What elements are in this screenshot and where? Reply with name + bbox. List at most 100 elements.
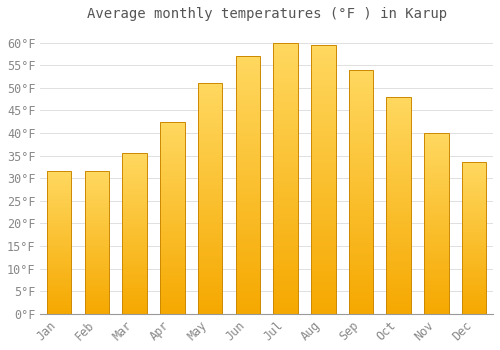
Bar bbox=[348, 177, 374, 180]
Bar bbox=[198, 224, 222, 226]
Bar bbox=[236, 214, 260, 216]
Bar bbox=[462, 188, 486, 190]
Bar bbox=[424, 251, 448, 252]
Bar bbox=[198, 187, 222, 189]
Bar bbox=[160, 222, 184, 224]
Bar bbox=[122, 306, 147, 307]
Bar bbox=[424, 236, 448, 238]
Bar bbox=[47, 193, 72, 194]
Bar bbox=[47, 184, 72, 186]
Bar bbox=[84, 191, 109, 193]
Bar bbox=[47, 293, 72, 294]
Bar bbox=[274, 289, 298, 292]
Bar bbox=[311, 96, 336, 99]
Bar bbox=[348, 141, 374, 143]
Bar bbox=[198, 309, 222, 312]
Bar bbox=[462, 194, 486, 196]
Bar bbox=[198, 150, 222, 153]
Bar bbox=[274, 56, 298, 59]
Bar bbox=[424, 216, 448, 218]
Bar bbox=[84, 241, 109, 243]
Bar bbox=[160, 143, 184, 145]
Bar bbox=[311, 252, 336, 255]
Bar bbox=[122, 182, 147, 184]
Bar bbox=[236, 139, 260, 141]
Bar bbox=[198, 180, 222, 182]
Bar bbox=[47, 243, 72, 244]
Bar bbox=[462, 259, 486, 261]
Bar bbox=[84, 274, 109, 275]
Bar bbox=[386, 251, 411, 253]
Bar bbox=[462, 281, 486, 282]
Bar bbox=[311, 231, 336, 233]
Bar bbox=[47, 234, 72, 236]
Bar bbox=[47, 256, 72, 257]
Bar bbox=[122, 290, 147, 292]
Bar bbox=[311, 196, 336, 198]
Bar bbox=[274, 132, 298, 135]
Bar bbox=[348, 224, 374, 226]
Bar bbox=[236, 121, 260, 123]
Bar bbox=[274, 265, 298, 268]
Bar bbox=[386, 281, 411, 284]
Bar bbox=[348, 267, 374, 270]
Bar bbox=[348, 277, 374, 280]
Bar bbox=[160, 285, 184, 287]
Bar bbox=[160, 193, 184, 195]
Bar bbox=[462, 214, 486, 216]
Bar bbox=[424, 173, 448, 175]
Bar bbox=[386, 195, 411, 197]
Bar bbox=[160, 141, 184, 143]
Bar bbox=[386, 149, 411, 151]
Bar bbox=[160, 289, 184, 291]
Bar bbox=[236, 118, 260, 121]
Bar bbox=[198, 219, 222, 222]
Bar bbox=[311, 91, 336, 93]
Bar bbox=[424, 195, 448, 196]
Bar bbox=[160, 300, 184, 302]
Bar bbox=[274, 154, 298, 156]
Bar bbox=[84, 227, 109, 229]
Bar bbox=[311, 99, 336, 101]
Bar bbox=[122, 194, 147, 195]
Bar bbox=[236, 221, 260, 224]
Bar bbox=[160, 260, 184, 262]
Bar bbox=[348, 119, 374, 121]
Bar bbox=[236, 301, 260, 303]
Bar bbox=[160, 218, 184, 220]
Bar bbox=[274, 262, 298, 265]
Bar bbox=[274, 43, 298, 46]
Bar bbox=[198, 288, 222, 291]
Bar bbox=[47, 264, 72, 265]
Bar bbox=[424, 303, 448, 305]
Bar bbox=[311, 206, 336, 209]
Bar bbox=[386, 158, 411, 160]
Bar bbox=[160, 279, 184, 281]
Bar bbox=[274, 72, 298, 75]
Bar bbox=[47, 196, 72, 197]
Bar bbox=[160, 247, 184, 248]
Bar bbox=[424, 139, 448, 140]
Bar bbox=[424, 278, 448, 280]
Bar bbox=[386, 212, 411, 214]
Bar bbox=[84, 189, 109, 190]
Bar bbox=[311, 204, 336, 206]
Bar bbox=[236, 116, 260, 118]
Bar bbox=[348, 194, 374, 197]
Bar bbox=[236, 133, 260, 136]
Bar bbox=[198, 286, 222, 288]
Bar bbox=[47, 285, 72, 287]
Bar bbox=[236, 167, 260, 169]
Bar bbox=[462, 258, 486, 259]
Bar bbox=[311, 212, 336, 214]
Bar bbox=[47, 282, 72, 284]
Bar bbox=[84, 218, 109, 220]
Bar bbox=[348, 153, 374, 155]
Bar bbox=[311, 58, 336, 61]
Bar bbox=[84, 220, 109, 221]
Bar bbox=[462, 264, 486, 265]
Bar bbox=[198, 300, 222, 302]
Bar bbox=[122, 190, 147, 192]
Bar bbox=[348, 238, 374, 241]
Bar bbox=[198, 236, 222, 238]
